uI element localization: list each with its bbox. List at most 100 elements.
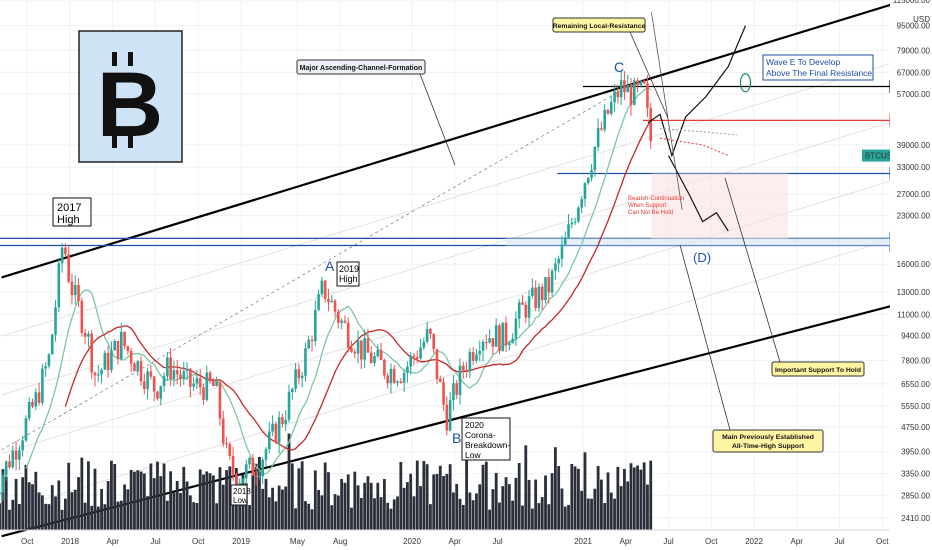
volume-bar [478, 484, 482, 530]
volume-bar [139, 471, 143, 530]
candle-body [646, 83, 649, 109]
volume-bar [606, 472, 610, 530]
y-tick-label: 33000.00 [897, 163, 931, 172]
volume-bar [353, 471, 357, 530]
volume-bar [251, 471, 255, 530]
candle-body [152, 376, 156, 392]
volume-bar [221, 484, 225, 530]
volume-bar [300, 461, 304, 530]
volume-bar [527, 479, 531, 530]
volume-bar [333, 494, 337, 530]
volume-bar [149, 463, 153, 530]
y-tick-label: 6550.00 [901, 380, 930, 389]
volume-bar [248, 505, 251, 530]
volume-bar [409, 473, 413, 530]
volume-bar [179, 492, 182, 530]
candle-body [274, 423, 278, 443]
volume-bar [455, 483, 459, 530]
candle-body [60, 247, 64, 264]
time-axis: Oct 2018 Apr Jul Oct 2019 May Aug 2020 Apr Jul 2021… [0, 529, 890, 546]
volume-bar [593, 488, 597, 530]
y-tick-label: 23000.00 [897, 212, 931, 221]
candle-body [34, 392, 38, 407]
volume-bar [544, 475, 547, 530]
volume-bar [366, 476, 370, 530]
candle-body [314, 309, 317, 342]
bitcoin-stroke-bottom-right [128, 134, 133, 148]
candle-body [126, 346, 130, 352]
candle-body [235, 474, 238, 491]
volume-bar [96, 506, 100, 530]
candle-body [271, 423, 274, 432]
candle-body [353, 351, 357, 354]
volume-bar [619, 486, 623, 530]
volume-bar [225, 470, 228, 530]
volume-bar [514, 477, 518, 530]
candle-body [629, 84, 633, 105]
candle-body [366, 338, 370, 353]
volume-bar [34, 471, 38, 530]
candle-body [202, 387, 205, 400]
candle-body [129, 351, 133, 364]
y-tick-label: 79000.00 [897, 46, 931, 55]
x-tick-label: Jul [492, 537, 502, 546]
volume-bar [524, 445, 528, 530]
candle-body [291, 388, 294, 393]
x-tick-label: Apr [449, 537, 462, 546]
y-tick-label: 67000.00 [897, 68, 931, 77]
candle-body [228, 444, 232, 457]
volume-bar [636, 465, 639, 530]
volume-bar [471, 500, 475, 530]
candle-body [636, 80, 639, 86]
volume-bar [600, 479, 603, 530]
volume-bar [432, 474, 436, 530]
candle-body [399, 381, 403, 383]
volume-bar [550, 473, 554, 530]
volume-bar [244, 483, 248, 530]
candle-body [156, 391, 159, 399]
candle-body [27, 401, 31, 419]
candle-body [24, 418, 28, 441]
volume-bar [152, 478, 156, 530]
candle-body [613, 91, 616, 103]
wave-b-label: B [452, 430, 461, 446]
volume-bar [70, 492, 74, 530]
candle-body [494, 325, 498, 347]
candle-body [261, 459, 265, 477]
volume-bar [609, 492, 613, 530]
zones [506, 173, 890, 246]
y-tick-label: 5550.00 [901, 402, 930, 411]
volume-bar [264, 478, 268, 530]
candle-body [369, 352, 373, 364]
volume-bar [281, 489, 284, 530]
volume-bar [129, 469, 133, 530]
candle-body [432, 333, 436, 350]
volume-bar [507, 484, 511, 530]
volume-bar [21, 477, 25, 530]
volume-bar [442, 476, 445, 530]
volume-bar [389, 508, 393, 530]
candle-body [146, 371, 149, 390]
candle-body [435, 349, 439, 380]
candle-body [231, 456, 235, 475]
candle-body [475, 354, 478, 361]
volume-bar [405, 482, 409, 530]
volume-bar [537, 503, 541, 530]
low-2018-label: 2018 Low [233, 487, 251, 505]
wave-c-label: C [614, 59, 624, 75]
candle-body [64, 247, 67, 255]
candle-body [504, 322, 508, 346]
bitcoin-stroke-top-left [112, 52, 117, 66]
x-tick-label: 2018 [61, 537, 79, 546]
volume-bar [67, 462, 71, 530]
candle-body [376, 349, 380, 357]
candle-body [215, 382, 218, 386]
candle-body [4, 461, 8, 476]
projections [647, 12, 752, 232]
volume-bar [346, 474, 350, 530]
volume-bar [307, 503, 311, 530]
wave-d-label: (D) [693, 250, 711, 265]
volume-bar [31, 484, 34, 530]
candle-body [379, 349, 383, 360]
candle-body [281, 417, 284, 425]
